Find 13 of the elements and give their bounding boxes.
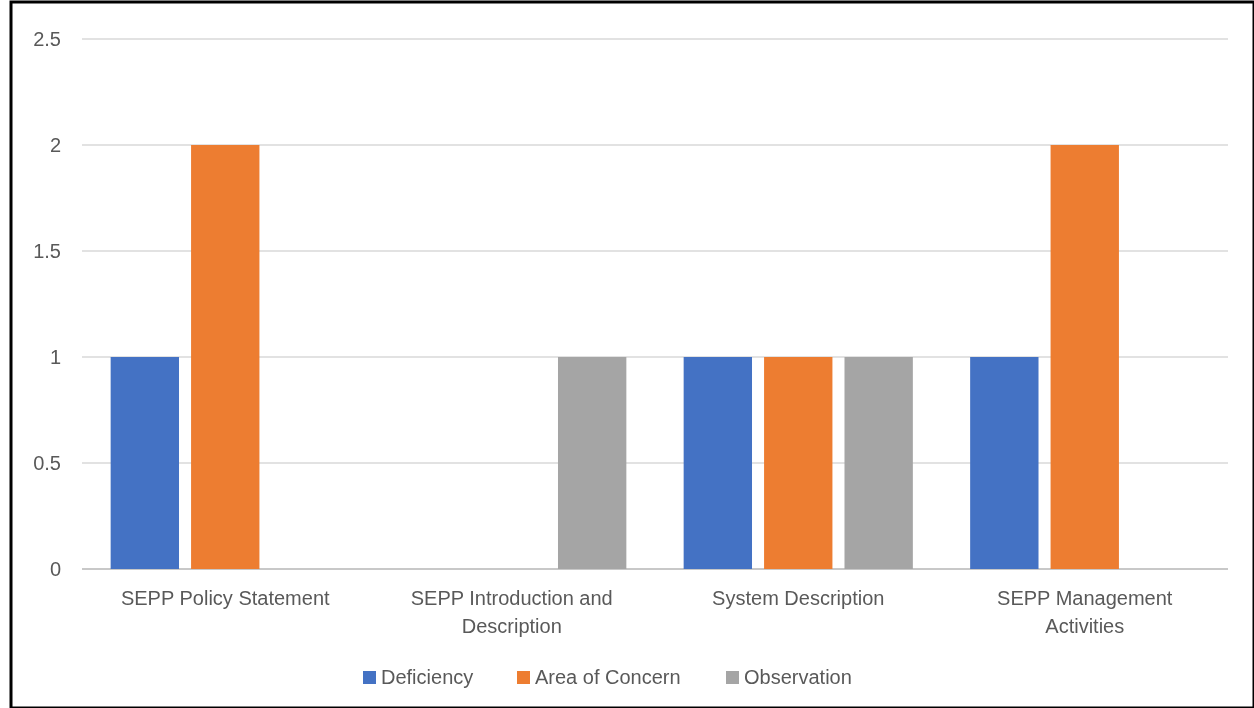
x-tick-label: SEPP Policy Statement [120,587,330,609]
y-tick-label: 1 [49,346,61,368]
legend-label: Area of Concern [535,666,681,688]
y-tick-label: 1.5 [33,240,61,262]
x-tick-label: System Description [712,587,885,609]
y-tick-label: 2 [49,134,61,156]
y-tick-label: 0.5 [33,452,61,474]
x-tick-label: SEPP Management Activities [997,587,1173,637]
y-tick-label: 0 [49,558,61,580]
legend-label: Observation [744,666,852,688]
legend-label: Deficiency [381,666,474,688]
y-tick-label: 2.5 [33,28,61,50]
x-tick-label: SEPP Introduction and Description [410,587,613,637]
